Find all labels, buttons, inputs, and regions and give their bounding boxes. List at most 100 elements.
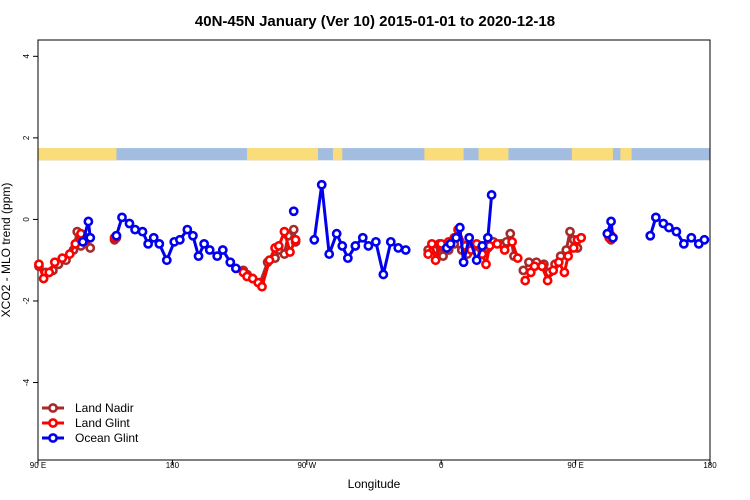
land-band-6 xyxy=(620,148,632,161)
data-point xyxy=(645,230,656,241)
y-axis: 4 2 0 -2 -4 xyxy=(22,54,38,386)
data-point xyxy=(438,251,448,262)
legend-marker-2 xyxy=(48,433,58,443)
data-point xyxy=(400,245,411,255)
y-tick-label-2: 0 xyxy=(22,217,31,222)
data-point xyxy=(650,212,661,223)
data-point xyxy=(204,245,215,255)
data-point xyxy=(423,249,434,259)
x-tick-label-2: 90 W xyxy=(297,461,316,470)
data-point xyxy=(529,261,540,272)
data-point xyxy=(148,232,159,243)
series-ocean-glint xyxy=(77,179,710,280)
data-point xyxy=(64,249,75,259)
y-tick-label-4: -4 xyxy=(22,378,31,386)
data-point xyxy=(199,238,210,249)
y-tick-label-3: -2 xyxy=(22,297,31,305)
data-point xyxy=(137,226,148,237)
data-point xyxy=(193,251,204,262)
data-point xyxy=(606,216,616,227)
land-band-0 xyxy=(38,148,117,161)
data-point xyxy=(454,222,465,233)
data-point xyxy=(288,206,299,217)
legend-marker-1 xyxy=(48,418,58,428)
data-point xyxy=(484,241,495,251)
land-band-5 xyxy=(571,148,613,161)
data-point xyxy=(331,228,342,239)
data-point xyxy=(563,251,574,262)
data-point xyxy=(212,251,223,262)
data-point xyxy=(324,249,335,259)
x-tick-label-4: 90 E xyxy=(567,461,583,470)
data-point xyxy=(482,232,493,243)
data-point xyxy=(230,263,241,274)
x-tick-label-3: 0 xyxy=(439,461,444,470)
data-point xyxy=(664,222,674,233)
y-tick-label-1: 2 xyxy=(22,135,31,140)
x-tick-label-0: 90 E xyxy=(30,461,46,470)
data-point xyxy=(357,232,368,243)
series-land-glint xyxy=(34,224,616,292)
data-point xyxy=(492,238,503,249)
legend-entry-1: Land Glint xyxy=(75,416,130,430)
x-axis: 90 E 180 90 W 0 90 E 180 xyxy=(30,460,717,470)
data-point xyxy=(518,265,529,276)
land-band-3 xyxy=(424,148,464,161)
data-point xyxy=(273,241,284,251)
data-point xyxy=(378,269,389,280)
y-tick-label-0: 4 xyxy=(22,54,31,59)
data-point xyxy=(350,241,361,251)
x-tick-label-5: 180 xyxy=(703,461,717,470)
data-point xyxy=(512,253,523,264)
data-point xyxy=(38,273,49,284)
data-point xyxy=(174,234,185,245)
data-point xyxy=(264,255,275,266)
data-point xyxy=(426,238,437,249)
data-point xyxy=(477,241,488,251)
data-point xyxy=(505,228,516,239)
data-point xyxy=(464,232,475,243)
data-point xyxy=(430,255,441,266)
data-point xyxy=(225,257,236,268)
x-axis-label: Longitude xyxy=(348,477,401,491)
data-point xyxy=(520,275,531,286)
data-point xyxy=(565,226,575,237)
legend-marker-0 xyxy=(48,403,58,413)
data-point xyxy=(553,257,564,268)
legend-entry-0: Land Nadir xyxy=(75,401,134,415)
data-point xyxy=(83,216,94,227)
data-point xyxy=(217,245,228,255)
plot-frame xyxy=(37,39,711,461)
data-point xyxy=(370,236,381,247)
land-ocean-strip xyxy=(38,148,710,161)
data-point xyxy=(507,236,518,247)
land-band-4 xyxy=(478,148,509,161)
data-point xyxy=(290,234,301,245)
data-point xyxy=(559,267,570,278)
data-point xyxy=(445,238,456,249)
data-point xyxy=(34,259,44,270)
legend-entry-2: Ocean Glint xyxy=(75,431,139,445)
data-point xyxy=(537,261,547,272)
chart-title: 40N-45N January (Ver 10) 2015-01-01 to 2… xyxy=(195,13,555,30)
data-point xyxy=(699,234,710,245)
data-point xyxy=(70,238,81,249)
data-point xyxy=(486,190,497,200)
series-line-2-3 xyxy=(312,183,407,276)
data-point xyxy=(576,232,587,243)
data-point xyxy=(337,241,348,251)
data-point xyxy=(608,232,618,243)
data-point xyxy=(57,253,68,264)
data-point xyxy=(188,230,198,241)
data-point xyxy=(285,247,295,257)
data-point xyxy=(182,224,193,235)
data-point xyxy=(161,255,172,266)
data-point xyxy=(568,243,579,253)
data-point xyxy=(77,236,88,247)
y-axis-label: XCO2 - MLO trend (ppm) xyxy=(0,183,13,318)
ocean-band xyxy=(38,148,710,161)
data-point xyxy=(671,226,682,237)
data-point xyxy=(451,232,462,243)
